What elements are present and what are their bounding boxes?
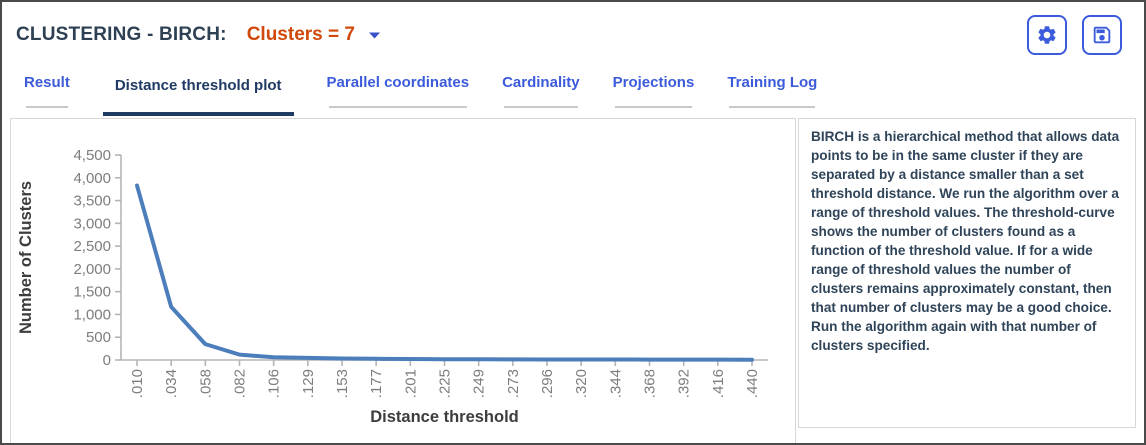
content-area: 4,500 4,000 3,500 3,000 2,500 2,000 1,500 1,000… [10, 118, 1136, 443]
y-tick-label: 1,000 [73, 306, 111, 323]
x-tick-label: .177 [368, 369, 385, 398]
x-tick-label: .273 [505, 369, 522, 398]
x-tick-label: .153 [334, 369, 351, 398]
x-tick-label: .129 [300, 369, 317, 398]
y-tick-label: 3,500 [73, 193, 111, 210]
x-tick-label: .296 [539, 369, 556, 398]
y-tick-label: 500 [86, 329, 111, 346]
x-tick-label: .249 [471, 369, 488, 398]
tab-bar: Result Distance threshold plot Parallel … [24, 66, 1144, 116]
y-axis-title: Number of Clusters [17, 181, 35, 334]
x-tick-label: .010 [129, 369, 146, 398]
y-tick-label: 4,500 [73, 147, 111, 164]
x-tick-label: .082 [232, 369, 249, 398]
tab-training-log[interactable]: Training Log [727, 66, 817, 116]
chevron-down-icon [368, 32, 380, 39]
y-tick-label: 1,500 [73, 284, 111, 301]
birch-description: BIRCH is a hierarchical method that allo… [811, 129, 1120, 353]
x-tick-label: .344 [607, 369, 624, 398]
y-tick-label: 4,000 [73, 170, 111, 187]
x-axis-title: Distance threshold [370, 408, 519, 426]
clusters-dropdown-value: Clusters = 7 [246, 24, 355, 45]
tab-distance-threshold-plot[interactable]: Distance threshold plot [102, 66, 294, 116]
axis-lines [120, 155, 768, 361]
clusters-dropdown[interactable]: Clusters = 7 [247, 24, 380, 46]
threshold-chart: 4,500 4,000 3,500 3,000 2,500 2,000 1,500 1,000… [17, 147, 768, 426]
info-panel: BIRCH is a hierarchical method that allo… [798, 118, 1136, 428]
tab-cardinality[interactable]: Cardinality [502, 66, 580, 116]
x-tick-label: .320 [573, 369, 590, 398]
x-tick-label: .416 [710, 369, 727, 398]
tab-projections[interactable]: Projections [613, 66, 694, 116]
gear-icon [1036, 24, 1058, 46]
tab-parallel-coordinates[interactable]: Parallel coordinates [327, 66, 469, 116]
x-tick-label: .201 [402, 369, 419, 398]
header-actions [1027, 15, 1122, 55]
save-icon [1091, 24, 1113, 46]
x-tick-label: .392 [676, 369, 693, 398]
threshold-curve [135, 183, 754, 362]
x-tick-label: .058 [197, 369, 214, 398]
y-tick-label: 2,000 [73, 261, 111, 278]
header-title-group: CLUSTERING - BIRCH: Clusters = 7 [16, 24, 380, 46]
save-button[interactable] [1082, 15, 1122, 55]
y-tick-label: 3,000 [73, 215, 111, 232]
y-tick-label: 0 [103, 352, 111, 369]
header: CLUSTERING - BIRCH: Clusters = 7 [16, 14, 1130, 56]
chart-panel: 4,500 4,000 3,500 3,000 2,500 2,000 1,500 1,000… [10, 118, 796, 443]
page-title: CLUSTERING - BIRCH: [16, 24, 227, 45]
x-tick-label: .440 [744, 369, 761, 398]
settings-button[interactable] [1027, 15, 1067, 55]
x-tick-label: .034 [163, 369, 180, 398]
x-tick-label: .368 [642, 369, 659, 398]
x-tick-label: .106 [266, 369, 283, 398]
x-tick-label: .225 [437, 369, 454, 398]
y-tick-label: 2,500 [73, 238, 111, 255]
tab-result[interactable]: Result [24, 66, 70, 116]
